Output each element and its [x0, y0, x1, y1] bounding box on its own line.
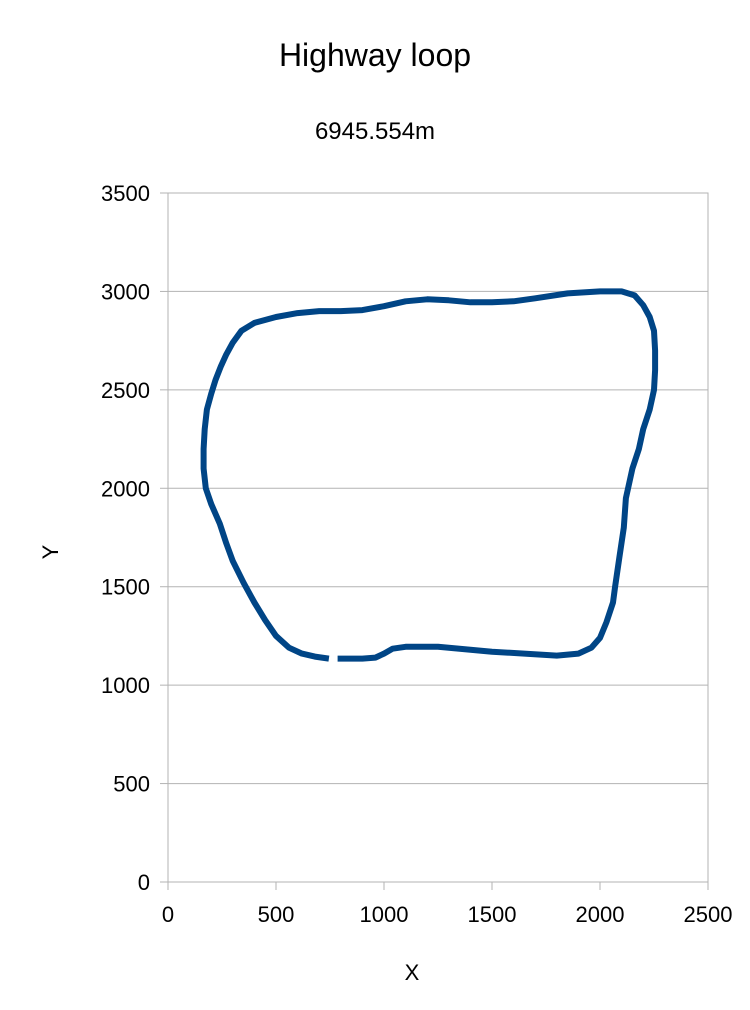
y-tick-label: 1000 — [101, 673, 150, 698]
x-tick-label: 2500 — [684, 902, 733, 927]
chart-title: Highway loop — [279, 37, 471, 73]
chart-subtitle: 6945.554m — [315, 118, 435, 145]
y-axis-label: Y — [38, 544, 63, 559]
x-tick-label: 1000 — [360, 902, 409, 927]
y-tick-label: 3500 — [101, 181, 150, 206]
y-tick-label: 3000 — [101, 279, 150, 304]
x-tick-label: 500 — [258, 902, 295, 927]
x-tick-label: 1500 — [468, 902, 517, 927]
plot-area — [167, 192, 709, 883]
y-tick-label: 500 — [113, 772, 150, 797]
series-line — [200, 288, 659, 662]
y-tick-label: 2500 — [101, 378, 150, 403]
x-tick-label: 0 — [162, 902, 174, 927]
y-tick-label: 0 — [138, 870, 150, 895]
x-tick-label: 2000 — [576, 902, 625, 927]
x-axis-label: X — [405, 960, 420, 985]
series-layer — [200, 288, 659, 662]
y-tick-label: 2000 — [101, 476, 150, 501]
grid-lines — [168, 192, 708, 883]
y-tick-label: 1500 — [101, 575, 150, 600]
axis-ticks: 0 500 1000 1500 2000 2500 3000 3500 0 500 1000 1500… — [101, 181, 732, 927]
